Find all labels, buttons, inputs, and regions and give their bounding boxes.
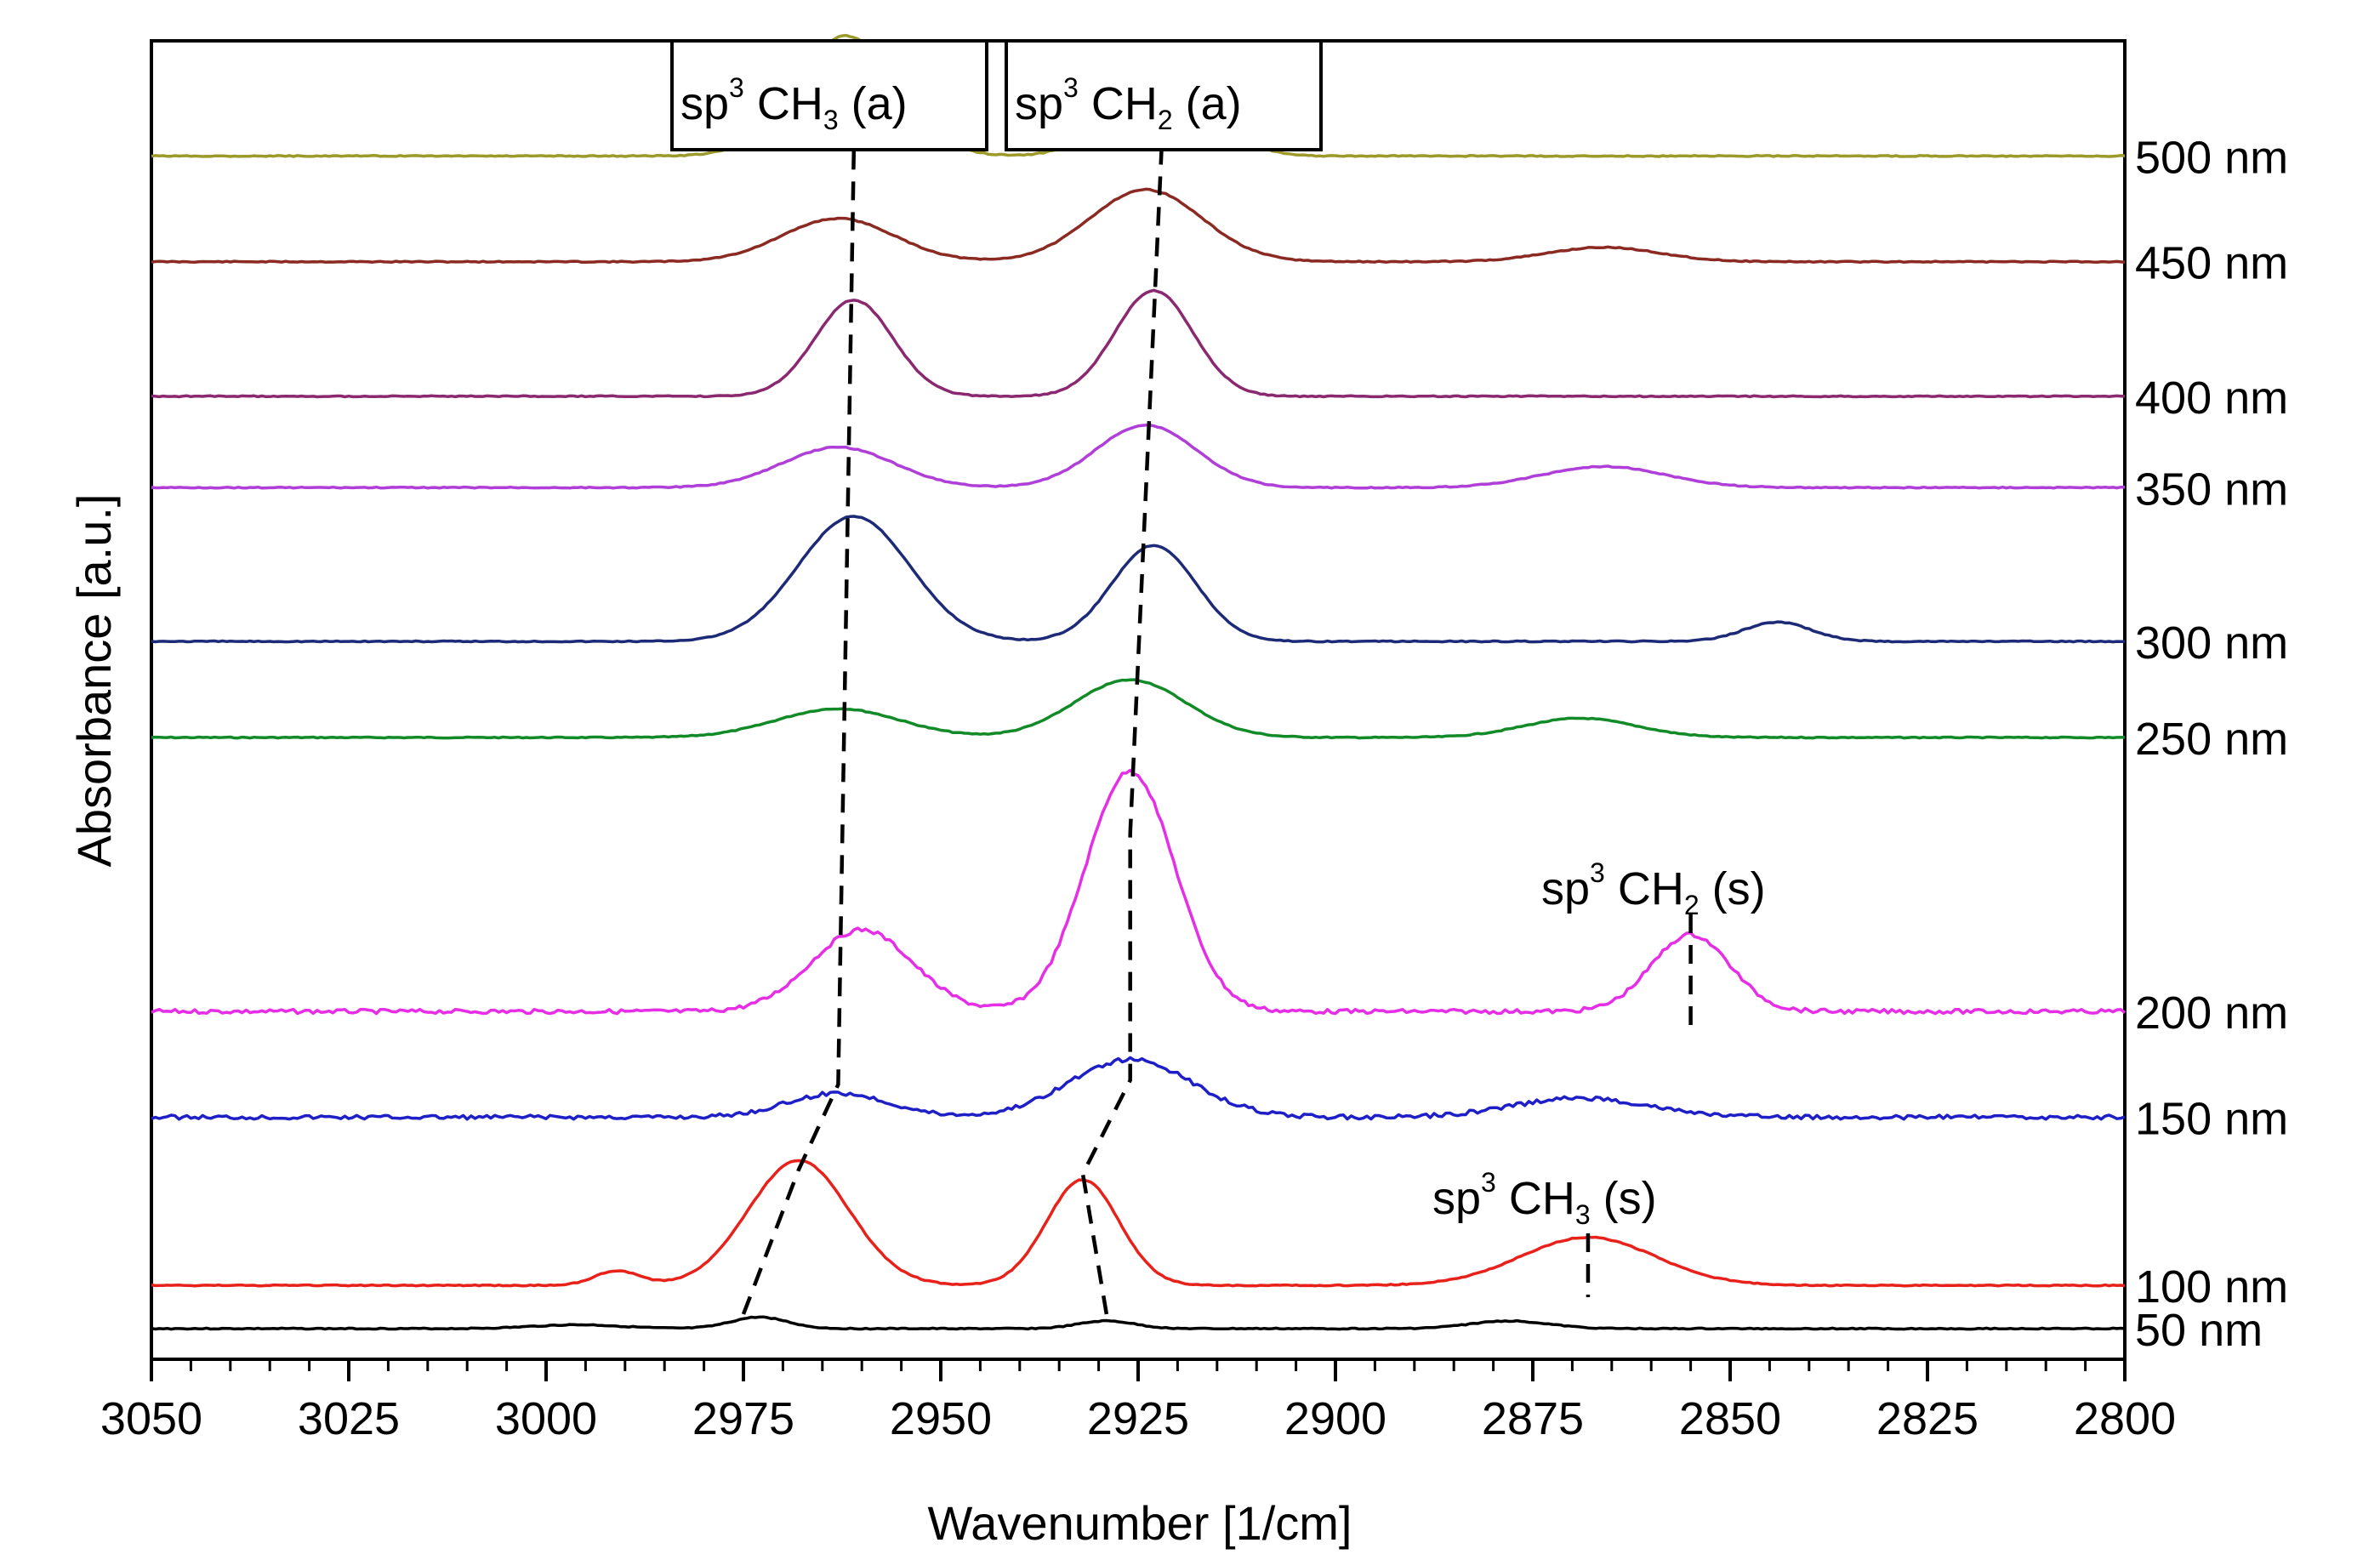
annotation-ch2-a: sp3 CH2 (a) [1005, 39, 1323, 151]
annotation-text: sp3 CH3 (s) [1432, 1167, 1657, 1230]
annotation-text: sp3 CH2 (a) [1015, 72, 1242, 135]
annotation-ch3-s: sp3 CH3 (s) [1432, 1167, 1657, 1230]
annotation-ch3-a: sp3 CH3 (a) [670, 39, 988, 151]
series-label-50nm: 50 nm [2135, 1305, 2263, 1356]
x-tick-label: 2925 [1087, 1393, 1189, 1444]
x-tick-label: 3025 [298, 1393, 400, 1444]
x-tick-label: 2850 [1679, 1393, 1781, 1444]
series-line-450nm [151, 187, 2126, 265]
guide-layer [741, 144, 1693, 1315]
annotation-text: sp3 CH3 (a) [680, 72, 908, 135]
guide-ch2-asym [1080, 144, 1164, 1315]
x-axis: 3050 3025 3000 2975 2950 2925 2900 2875 2850 2825… [100, 1359, 2176, 1444]
series-label-350nm: 350 nm [2135, 464, 2288, 515]
x-tick-label: 3050 [100, 1393, 202, 1444]
x-tick-label: 2825 [1876, 1393, 1979, 1444]
series-layer [151, 33, 2127, 1331]
x-tick-label: 3000 [495, 1393, 597, 1444]
series-line-100nm [151, 1159, 2126, 1288]
series-line-300nm [151, 515, 2125, 644]
series-line-400nm [151, 288, 2126, 399]
series-line-50nm [151, 1315, 2126, 1331]
x-tick-label: 2975 [692, 1393, 794, 1444]
series-label-500nm: 500 nm [2135, 132, 2288, 183]
x-tick-label: 2900 [1284, 1393, 1386, 1444]
annotation-text: sp3 CH2 (s) [1541, 857, 1766, 920]
series-label-250nm: 250 nm [2135, 714, 2288, 765]
series-line-200nm [151, 768, 2127, 1016]
x-tick-label: 2800 [2074, 1393, 2176, 1444]
guide-ch3-asym [741, 144, 857, 1315]
series-label-450nm: 450 nm [2135, 238, 2288, 289]
y-axis-title: Absorbance [a.u.] [67, 494, 121, 868]
x-tick-label: 2950 [890, 1393, 992, 1444]
annotation-box [670, 39, 988, 151]
series-label-100nm: 100 nm [2135, 1261, 2288, 1312]
series-label-150nm: 150 nm [2135, 1093, 2288, 1144]
x-axis-title: Wavenumber [1/cm] [928, 1496, 1352, 1550]
series-label-300nm: 300 nm [2135, 618, 2288, 669]
x-tick-label: 2875 [1482, 1393, 1584, 1444]
series-line-250nm [151, 678, 2126, 740]
series-line-150nm [151, 1056, 2126, 1121]
series-line-350nm [151, 424, 2126, 490]
series-label-200nm: 200 nm [2135, 988, 2288, 1039]
annotation-box [1005, 39, 1323, 151]
series-label-400nm: 400 nm [2135, 373, 2288, 424]
annotation-ch2-s: sp3 CH2 (s) [1541, 857, 1766, 920]
annotation-layer: sp3 CH3 (a) sp3 CH2 (a) sp3 CH2 (s) sp3 CH3… [670, 39, 1766, 1230]
